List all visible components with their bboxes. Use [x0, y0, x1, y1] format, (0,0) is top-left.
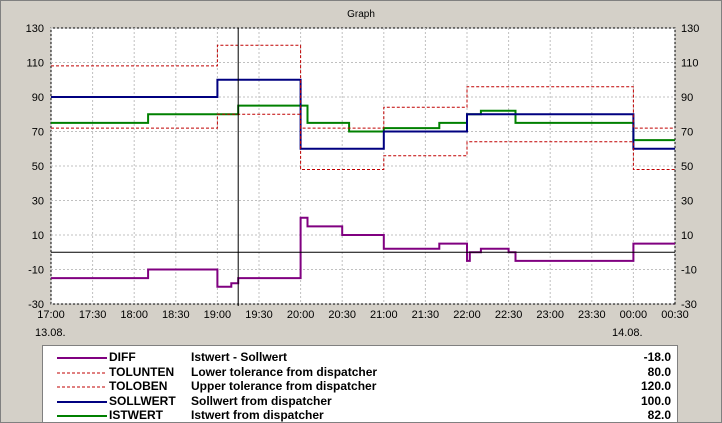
legend-row-istwert[interactable]: ISTWERT Istwert from dispatcher 82.0	[43, 408, 677, 423]
x-tick-label: 23:00	[536, 309, 564, 321]
y-tick-label-right: 30	[681, 196, 693, 208]
x-tick-label: 22:00	[453, 309, 481, 321]
x-tick-label: 19:00	[204, 309, 232, 321]
legend-series-value: 120.0	[640, 379, 671, 393]
series-diff	[51, 216, 675, 288]
legend-series-value: 82.0	[647, 408, 671, 422]
y-tick-label-left: 90	[32, 92, 44, 104]
x-tick-label: 18:00	[120, 309, 148, 321]
series-toloben	[51, 44, 675, 129]
legend-series-value: 80.0	[647, 364, 671, 379]
x-tick-label: 22:30	[495, 309, 523, 321]
x-tick-label: 20:30	[328, 309, 356, 321]
legend-series-description: Upper tolerance from dispatcher	[191, 379, 377, 393]
legend-row-diff[interactable]: DIFF Istwert - Sollwert -18.0	[43, 350, 677, 365]
legend-series-value: -18.0	[643, 350, 671, 364]
legend-series-name: DIFF	[109, 350, 136, 364]
y-tick-label-left: 70	[32, 127, 44, 139]
legend-swatch	[57, 415, 107, 417]
x-tick-label: 20:00	[287, 309, 315, 321]
y-tick-label-left: 50	[32, 161, 44, 173]
graph-title: Graph	[347, 9, 375, 20]
legend-series-value: 100.0	[640, 393, 671, 408]
y-tick-label-right: 110	[681, 58, 699, 70]
y-tick-label-left: -10	[28, 265, 44, 277]
x-tick-label: 17:30	[79, 309, 107, 321]
x-tick-label: 00:00	[620, 309, 648, 321]
legend-series-description: Istwert - Sollwert	[191, 350, 288, 364]
legend-series-name: SOLLWERT	[109, 393, 176, 408]
legend-series-description: Istwert from dispatcher	[191, 408, 324, 422]
y-tick-label-left: 110	[26, 58, 44, 70]
legend-swatch	[57, 357, 107, 359]
legend-series-description: Sollwert from dispatcher	[191, 393, 332, 408]
date-label-start: 13.08.	[35, 327, 66, 339]
y-tick-label-left: -30	[28, 299, 44, 311]
legend: DIFF Istwert - Sollwert -18.0 TOLUNTEN Lower…	[42, 345, 678, 423]
legend-row-sollwert[interactable]: SOLLWERT Sollwert from dispatcher 100.0	[43, 394, 677, 409]
y-tick-label-right: 10	[681, 230, 693, 242]
y-tick-label-right: -10	[681, 265, 697, 277]
y-tick-label-right: -30	[681, 299, 697, 311]
date-label-end: 14.08.	[612, 327, 643, 339]
x-tick-label: 18:30	[162, 309, 190, 321]
x-tick-label: 23:30	[578, 309, 606, 321]
legend-row-toloben[interactable]: TOLOBEN Upper tolerance from dispatcher 12…	[43, 379, 677, 394]
grid	[50, 27, 676, 305]
x-tick-label: 21:00	[370, 309, 398, 321]
chart[interactable]: 17:00 17:30 18:00 18:30 19:00 19:30 20:00 20:30…	[0, 0, 722, 345]
y-tick-label-right: 70	[681, 127, 693, 139]
x-tick-label: 21:30	[412, 309, 440, 321]
y-tick-label-right: 50	[681, 161, 693, 173]
y-tick-label-left: 30	[32, 196, 44, 208]
y-tick-label-right: 130	[681, 23, 699, 35]
y-tick-label-left: 130	[26, 23, 44, 35]
legend-series-name: ISTWERT	[109, 408, 163, 422]
legend-series-name: TOLUNTEN	[109, 364, 175, 379]
x-tick-label: 00:30	[661, 309, 689, 321]
y-tick-label-left: 10	[32, 230, 44, 242]
x-tick-label: 19:30	[245, 309, 273, 321]
axes: 17:00 17:30 18:00 18:30 19:00 19:30 20:00 20:30…	[26, 23, 700, 321]
legend-swatch	[57, 386, 107, 388]
legend-series-description: Lower tolerance from dispatcher	[191, 364, 378, 379]
x-tick-label: 17:00	[37, 309, 65, 321]
legend-row-tolunten[interactable]: TOLUNTEN Lower tolerance from dispatcher 8…	[43, 365, 677, 380]
y-tick-label-right: 90	[681, 92, 693, 104]
legend-series-name: TOLOBEN	[109, 379, 168, 393]
series-tolunten	[51, 113, 675, 170]
series-layer	[51, 44, 675, 288]
legend-swatch	[57, 400, 107, 403]
legend-swatch	[57, 372, 107, 373]
